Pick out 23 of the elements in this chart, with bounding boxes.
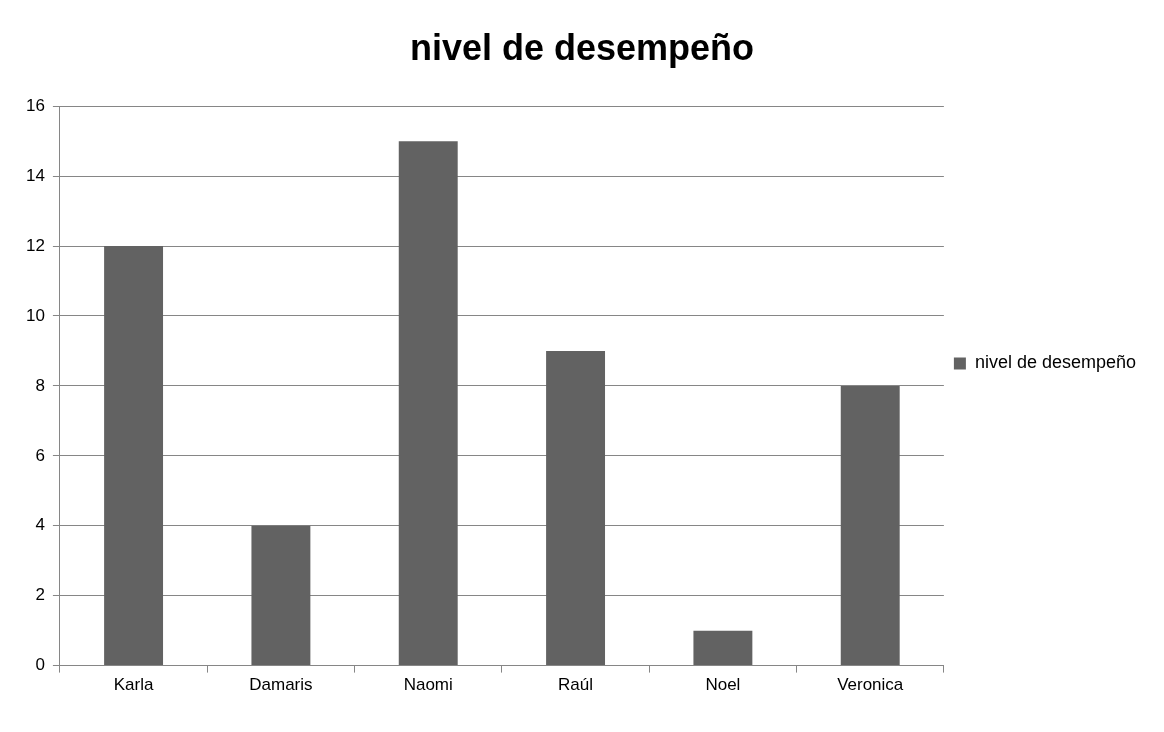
x-tick-label: Veronica	[837, 675, 904, 695]
y-tick-label: 16	[25, 95, 45, 115]
x-tick-label: Damaris	[249, 675, 313, 695]
y-tick-label: 8	[35, 375, 45, 395]
x-tick-label: Naomi	[403, 675, 453, 695]
bar	[840, 385, 900, 666]
y-tick-label: 2	[35, 585, 45, 605]
legend-label: nivel de desempeño	[974, 352, 1137, 373]
chart-title: nivel de desempeño	[409, 26, 755, 68]
y-tick-label: 4	[35, 515, 45, 535]
x-tick-label: Karla	[113, 675, 154, 695]
bar	[398, 141, 458, 666]
x-tick-label: Noel	[705, 675, 741, 695]
y-tick-label: 6	[35, 445, 45, 465]
bar	[546, 350, 606, 666]
y-tick-label: 12	[25, 235, 45, 255]
y-tick-label: 10	[25, 305, 45, 325]
y-tick-label: 14	[25, 165, 45, 185]
bar	[104, 246, 164, 666]
x-tick-label: Raúl	[558, 675, 594, 695]
bar	[693, 630, 753, 666]
y-tick-label: 0	[35, 655, 45, 675]
bar	[251, 525, 311, 666]
